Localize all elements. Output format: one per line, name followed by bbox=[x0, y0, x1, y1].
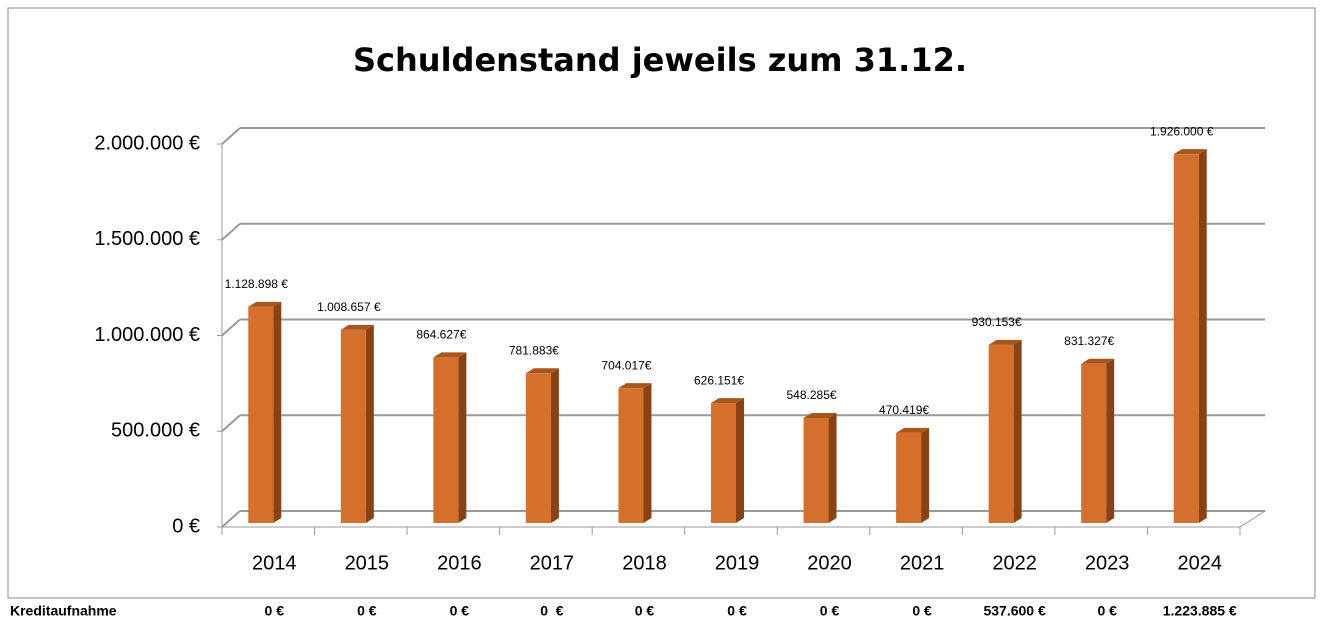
y-tick-label: 500.000 € bbox=[111, 420, 200, 442]
bar-top bbox=[896, 427, 930, 433]
y-tick-label: 1.000.000 € bbox=[94, 324, 200, 346]
bar-top bbox=[618, 383, 652, 389]
y-tick-label: 2.000.000 € bbox=[94, 132, 200, 154]
bar bbox=[1081, 363, 1107, 523]
x-tick-label: 2019 bbox=[715, 552, 760, 574]
x-tick-label: 2020 bbox=[807, 552, 852, 574]
x-tick-label: 2023 bbox=[1085, 552, 1130, 574]
row-label: Kreditaufnahme bbox=[10, 603, 117, 619]
value-label: 864.627€ bbox=[416, 328, 466, 342]
x-tick-label: 2024 bbox=[1177, 552, 1222, 574]
bar bbox=[896, 432, 922, 523]
bar-side bbox=[921, 427, 930, 523]
bar-top bbox=[1081, 358, 1115, 364]
grid-line-side bbox=[221, 223, 241, 241]
value-label: 548.285€ bbox=[787, 388, 837, 402]
x-tick-label: 2017 bbox=[530, 552, 575, 574]
row-cell: 0 € bbox=[265, 603, 285, 619]
x-tick-label: 2021 bbox=[900, 552, 945, 574]
row-cell: 537.600 € bbox=[983, 603, 1045, 619]
bar-top bbox=[803, 413, 837, 419]
grid-line-side bbox=[221, 510, 241, 528]
row-cell: 0 € bbox=[1097, 603, 1117, 619]
bar-side bbox=[550, 368, 559, 523]
bar-side bbox=[458, 352, 467, 523]
value-label: 930.153€ bbox=[972, 315, 1022, 329]
row-cell: 0 € bbox=[912, 603, 932, 619]
row-cell: 1.223.885 € bbox=[1163, 603, 1237, 619]
bar bbox=[711, 403, 736, 523]
row-cell: 0 € bbox=[635, 603, 655, 619]
x-tick-label: 2018 bbox=[622, 552, 667, 574]
bar bbox=[988, 344, 1014, 523]
row-cell: 0 € bbox=[820, 603, 840, 619]
row-cell: 0 € bbox=[727, 603, 747, 619]
bar-top bbox=[433, 352, 467, 358]
value-label: 781.883€ bbox=[509, 343, 559, 357]
bar bbox=[248, 306, 274, 523]
chart-title: Schuldenstand jeweils zum 31.12. bbox=[353, 41, 967, 79]
value-label: 1.926.000 € bbox=[1150, 124, 1214, 138]
value-label: 831.327€ bbox=[1064, 334, 1114, 348]
bar bbox=[340, 329, 366, 523]
x-tick-label: 2014 bbox=[252, 552, 297, 574]
x-tick-label: 2016 bbox=[437, 552, 482, 574]
x-tick-label: 2015 bbox=[345, 552, 390, 574]
row-cell: 0 € bbox=[540, 603, 564, 619]
value-label: 704.017€ bbox=[601, 358, 651, 372]
value-label: 470.419€ bbox=[879, 403, 929, 417]
grid-line-side bbox=[221, 127, 241, 145]
bar bbox=[1173, 154, 1199, 523]
bar-side bbox=[1013, 339, 1022, 523]
bar-side bbox=[273, 301, 282, 523]
bar-side bbox=[643, 383, 652, 523]
row-cell: 0 € bbox=[357, 603, 377, 619]
grid-line-side bbox=[221, 318, 241, 337]
bar-side bbox=[365, 324, 374, 523]
bar-side bbox=[1198, 149, 1207, 523]
bar-top bbox=[340, 324, 374, 330]
grid-line-side bbox=[221, 414, 241, 432]
bar-top bbox=[988, 339, 1022, 345]
bar-top bbox=[1173, 149, 1207, 155]
bar bbox=[803, 418, 829, 523]
value-label: 626.151€ bbox=[694, 373, 744, 387]
bar-side bbox=[1106, 358, 1115, 523]
x-tick-label: 2022 bbox=[992, 552, 1037, 574]
bar bbox=[433, 357, 459, 523]
bar bbox=[525, 373, 551, 523]
bar-top bbox=[248, 301, 282, 307]
value-label: 1.128.898 € bbox=[225, 277, 289, 291]
bar-side bbox=[828, 413, 837, 523]
y-tick-label: 1.500.000 € bbox=[94, 228, 200, 250]
bar-top bbox=[525, 368, 559, 374]
row-cell: 0 € bbox=[450, 603, 470, 619]
bar-top bbox=[711, 398, 744, 404]
y-tick-label: 0 € bbox=[172, 515, 200, 537]
bar-side bbox=[736, 398, 744, 523]
bar bbox=[618, 388, 644, 523]
value-label: 1.008.657 € bbox=[317, 300, 381, 314]
chart-frame bbox=[7, 7, 1316, 599]
